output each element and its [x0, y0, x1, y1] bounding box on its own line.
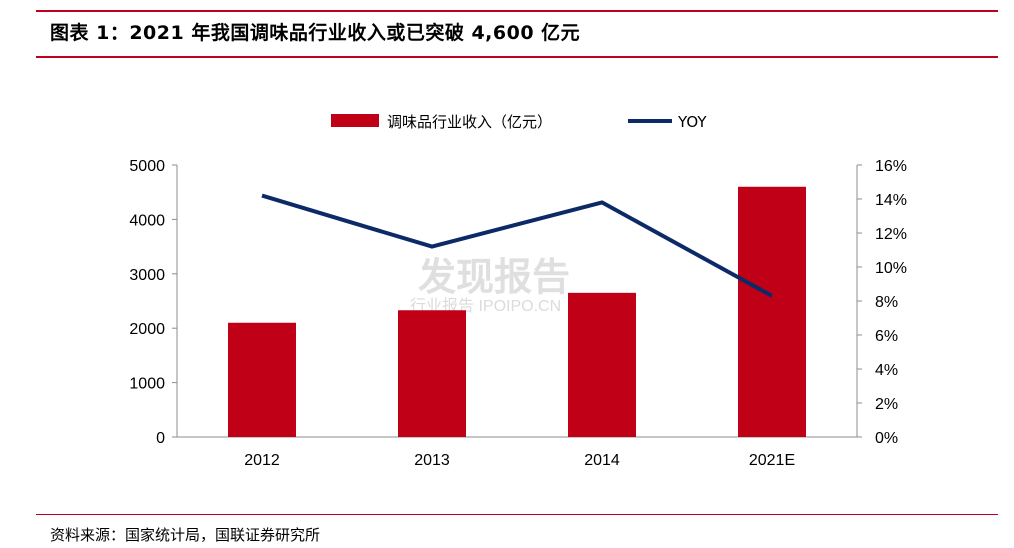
left-tick-label: 4000	[129, 212, 165, 229]
top-rule	[36, 10, 998, 12]
left-tick-label: 5000	[129, 158, 165, 175]
line-series	[261, 193, 773, 298]
watermark-main: 发现报告	[418, 255, 570, 299]
x-tick-label: 2012	[244, 452, 280, 469]
bar	[228, 322, 296, 437]
right-tick-label: 10%	[875, 260, 907, 277]
x-tick-label: 2014	[584, 452, 620, 469]
right-tick-label: 0%	[875, 430, 898, 447]
bar	[738, 186, 806, 437]
chart-legend: 调味品行业收入（亿元） YOY	[331, 113, 707, 131]
title-rule	[36, 56, 998, 58]
bottom-rule	[36, 514, 998, 515]
left-tick-label: 1000	[129, 376, 165, 393]
right-tick-label: 4%	[875, 362, 898, 379]
right-tick-label: 12%	[875, 226, 907, 243]
right-tick-label: 6%	[875, 328, 898, 345]
x-tick-label: 2021E	[749, 452, 795, 469]
left-tick-label: 0	[156, 430, 165, 447]
chart-axes: 0 1000 2000 3000 4000 5000 0% 2% 4% 6% 8% 10% 12% 14%…	[129, 158, 907, 469]
right-tick-label: 8%	[875, 294, 898, 311]
right-tick-label: 2%	[875, 396, 898, 413]
right-tick-label: 16%	[875, 158, 907, 175]
right-tick-label: 14%	[875, 192, 907, 209]
bar	[398, 310, 466, 437]
source-note: 资料来源：国家统计局，国联证券研究所	[50, 526, 321, 544]
bar-series	[228, 186, 806, 437]
legend-label-line: YOY	[677, 113, 707, 131]
yoy-line	[261, 193, 773, 298]
x-tick-label: 2013	[414, 452, 450, 469]
left-tick-label: 2000	[129, 321, 165, 338]
legend-label-bar: 调味品行业收入（亿元）	[387, 113, 552, 131]
legend-swatch-bar	[331, 114, 379, 127]
page-title: 图表 1：2021 年我国调味品行业收入或已突破 4,600 亿元	[50, 22, 581, 44]
left-tick-label: 3000	[129, 267, 165, 284]
bar	[568, 292, 636, 437]
